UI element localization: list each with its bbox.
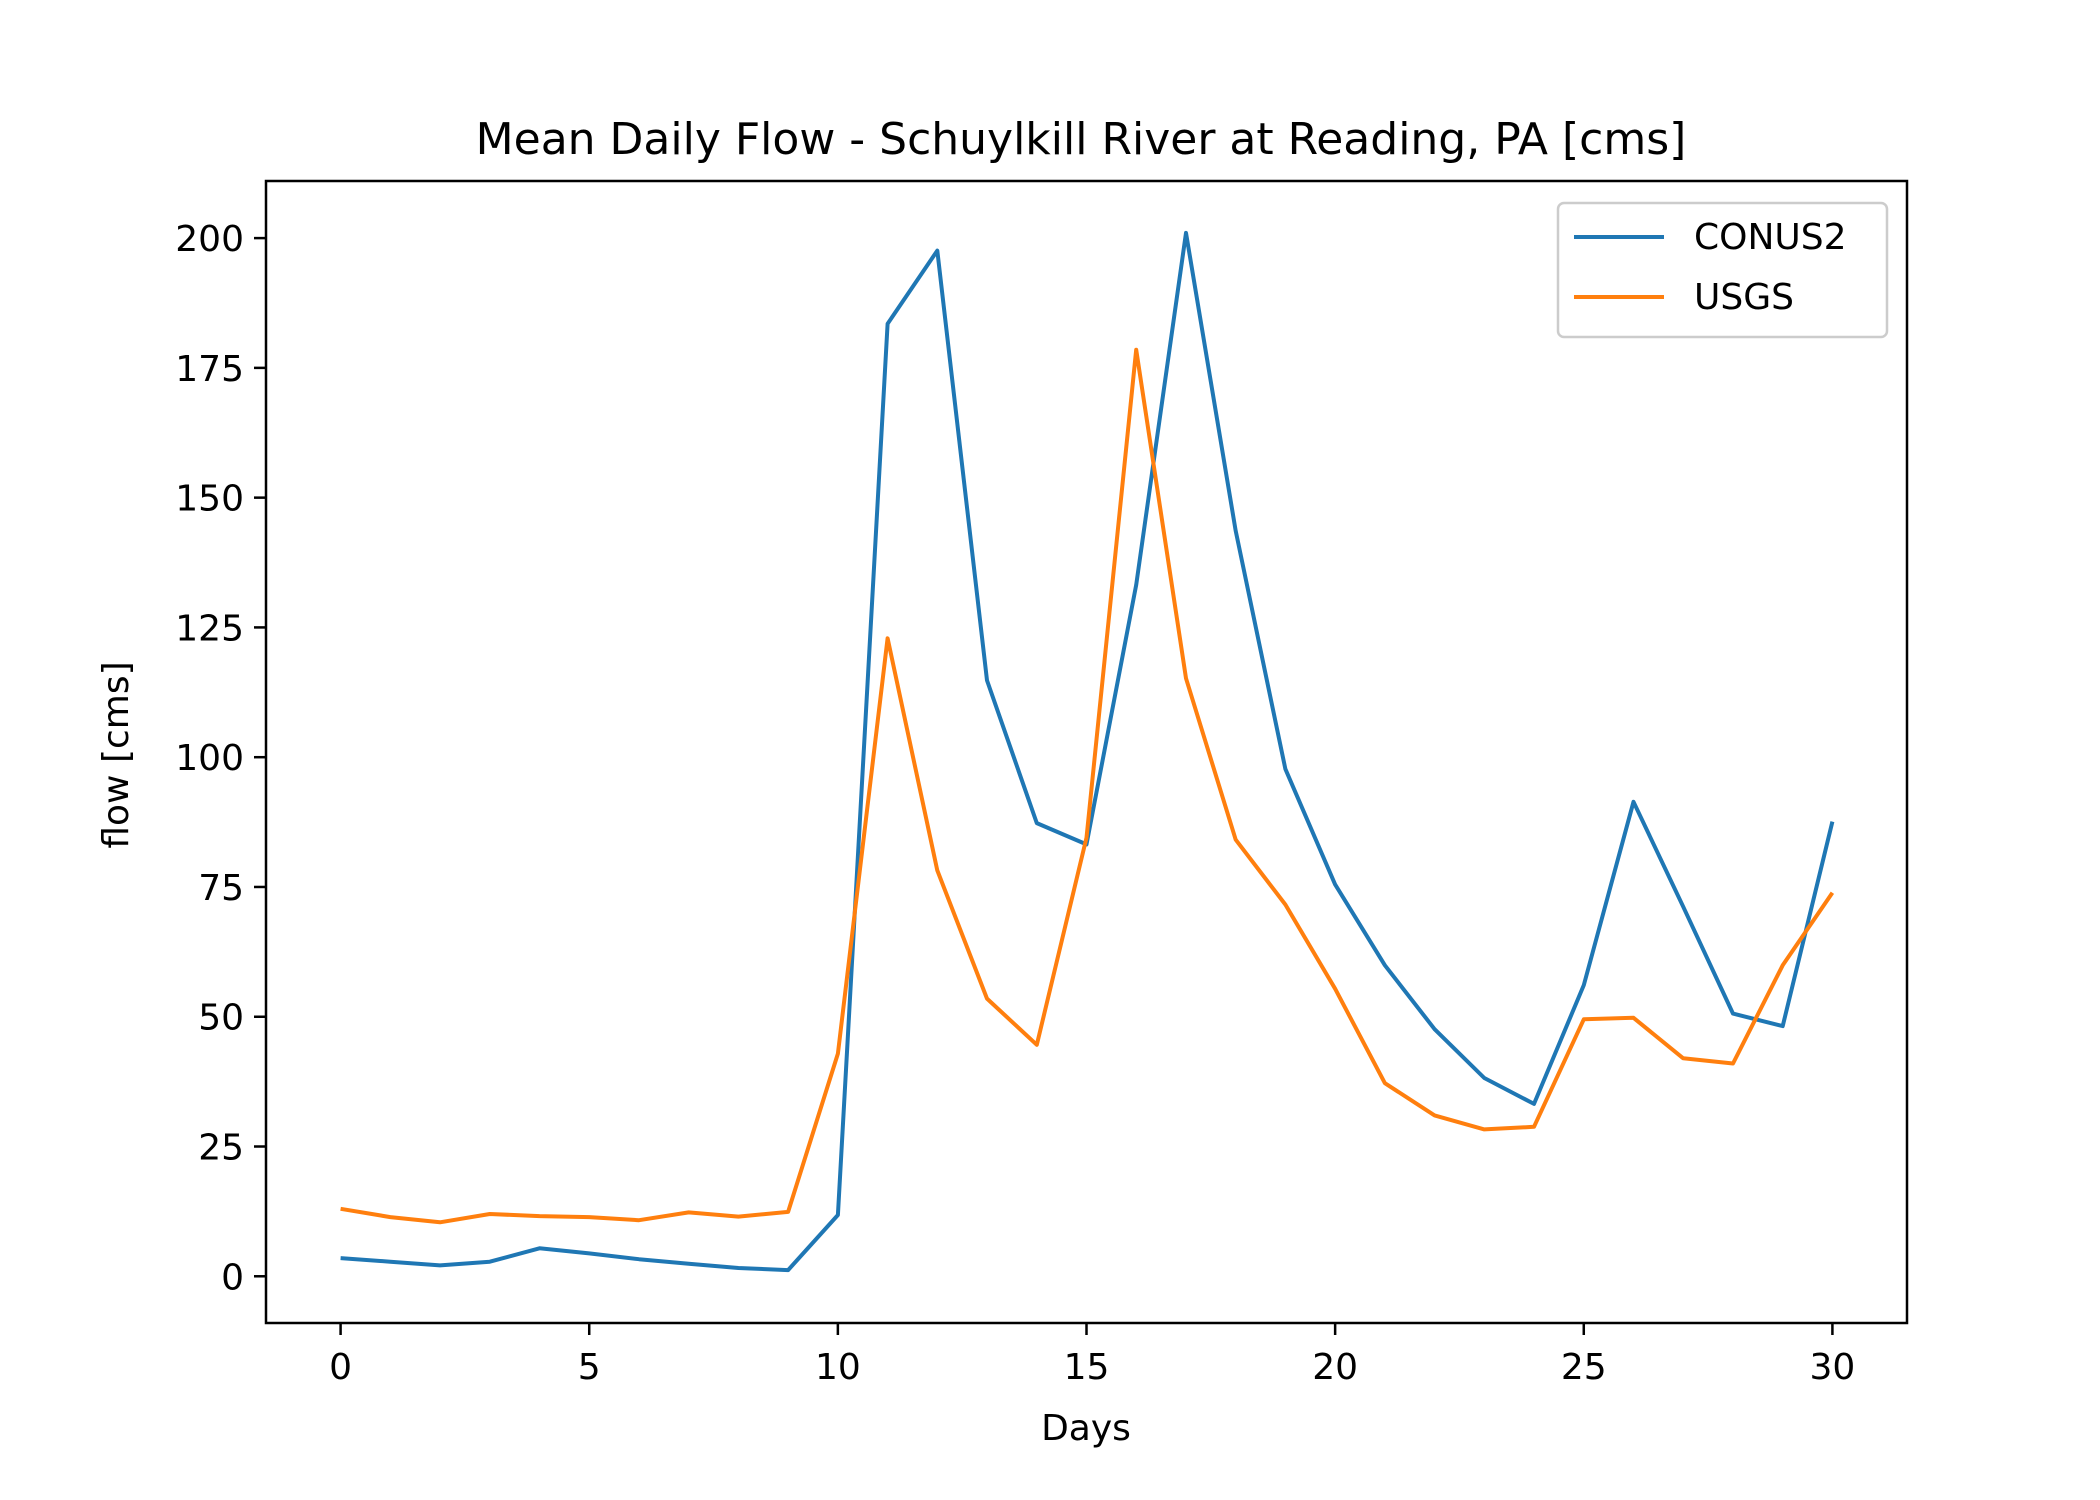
x-tick-label: 30 (1810, 1347, 1856, 1388)
series-layer (340, 230, 1835, 1273)
y-tick-label: 175 (175, 349, 244, 390)
x-tick-label: 25 (1561, 1347, 1607, 1388)
x-tick-label: 20 (1312, 1347, 1358, 1388)
y-tick-label: 100 (175, 738, 244, 779)
x-tick-label: 5 (578, 1347, 601, 1388)
y-tick-label: 50 (198, 998, 244, 1039)
x-axis-ticks: 0 5 10 15 20 25 30 (329, 1323, 1855, 1388)
x-axis-label: Days (1041, 1408, 1131, 1449)
x-tick-label: 15 (1064, 1347, 1110, 1388)
y-tick-label: 125 (175, 608, 244, 649)
x-tick-label: 10 (815, 1347, 861, 1388)
y-tick-label: 150 (175, 479, 244, 520)
plot-area (264, 179, 1909, 1325)
y-tick-label: 25 (198, 1128, 244, 1169)
y-axis-label: flow [cms] (96, 661, 137, 848)
legend-label-conus2: CONUS2 (1694, 217, 1847, 258)
legend: CONUS2 USGS (1556, 201, 1889, 339)
y-tick-label: 200 (175, 219, 244, 260)
y-tick-label: 75 (198, 868, 244, 909)
axes-frame (264, 179, 1909, 1325)
legend-label-usgs: USGS (1694, 277, 1794, 318)
chart-title: Mean Daily Flow - Schuylkill River at Re… (476, 114, 1687, 165)
y-tick-label: 0 (221, 1257, 244, 1298)
x-tick-label: 0 (329, 1347, 352, 1388)
series-line-usgs (340, 347, 1835, 1225)
y-axis-ticks: 0 25 50 75 100 125 150 175 200 (175, 219, 266, 1298)
